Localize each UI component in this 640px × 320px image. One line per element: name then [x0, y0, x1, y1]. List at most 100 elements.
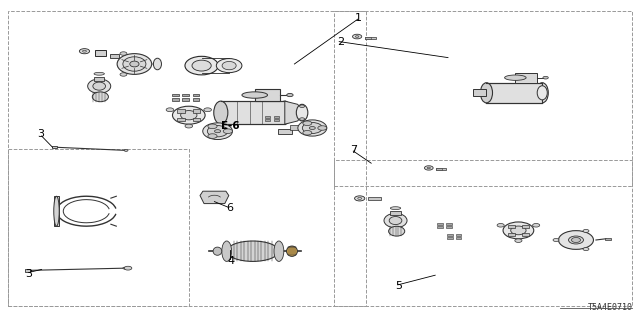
- Text: 6: 6: [226, 203, 233, 213]
- Circle shape: [532, 223, 540, 227]
- Bar: [334, 11, 632, 186]
- Polygon shape: [200, 191, 229, 204]
- Ellipse shape: [296, 104, 308, 121]
- Circle shape: [79, 49, 90, 54]
- Bar: [486, 83, 542, 103]
- Text: 3: 3: [37, 129, 44, 140]
- Ellipse shape: [94, 72, 104, 75]
- Ellipse shape: [481, 83, 493, 103]
- Polygon shape: [285, 101, 302, 124]
- Ellipse shape: [222, 61, 236, 70]
- Bar: [446, 223, 452, 225]
- Bar: [365, 36, 371, 39]
- Circle shape: [583, 229, 589, 232]
- Bar: [508, 225, 515, 228]
- Circle shape: [287, 93, 293, 97]
- Circle shape: [223, 129, 232, 133]
- Ellipse shape: [117, 54, 152, 74]
- Circle shape: [123, 267, 127, 269]
- Bar: [8, 149, 189, 306]
- Ellipse shape: [559, 231, 593, 249]
- Ellipse shape: [213, 247, 222, 255]
- Circle shape: [124, 266, 132, 270]
- Bar: [473, 90, 486, 96]
- Bar: [515, 73, 537, 83]
- Ellipse shape: [242, 92, 268, 98]
- Circle shape: [303, 131, 312, 135]
- Bar: [522, 225, 529, 228]
- Circle shape: [427, 167, 431, 169]
- Ellipse shape: [568, 236, 584, 244]
- Bar: [95, 50, 106, 56]
- Circle shape: [124, 149, 128, 151]
- Bar: [446, 226, 452, 228]
- Bar: [390, 211, 401, 215]
- Ellipse shape: [504, 75, 526, 80]
- Bar: [54, 196, 60, 226]
- Text: 5: 5: [395, 281, 402, 292]
- Ellipse shape: [93, 82, 106, 90]
- Ellipse shape: [216, 59, 242, 73]
- Bar: [265, 116, 270, 117]
- Ellipse shape: [274, 241, 284, 261]
- Bar: [172, 93, 179, 96]
- Bar: [273, 119, 279, 121]
- Ellipse shape: [173, 106, 205, 124]
- Bar: [182, 93, 189, 96]
- Ellipse shape: [389, 217, 402, 225]
- Ellipse shape: [203, 123, 232, 140]
- Ellipse shape: [227, 241, 278, 261]
- Circle shape: [300, 105, 305, 108]
- Bar: [447, 237, 452, 239]
- Circle shape: [204, 108, 211, 112]
- Bar: [290, 125, 300, 130]
- Ellipse shape: [222, 241, 232, 261]
- Circle shape: [355, 36, 359, 37]
- Circle shape: [318, 126, 327, 130]
- Ellipse shape: [572, 237, 580, 243]
- Circle shape: [120, 73, 127, 76]
- Circle shape: [309, 126, 316, 130]
- Ellipse shape: [207, 125, 228, 137]
- Circle shape: [208, 134, 217, 138]
- Text: 2: 2: [337, 36, 344, 47]
- Circle shape: [166, 108, 174, 112]
- Bar: [177, 118, 185, 121]
- Ellipse shape: [278, 101, 292, 124]
- Ellipse shape: [511, 226, 526, 235]
- Ellipse shape: [214, 101, 228, 124]
- Text: 4: 4: [227, 256, 234, 266]
- Ellipse shape: [123, 57, 146, 71]
- Ellipse shape: [388, 226, 404, 236]
- Circle shape: [208, 124, 217, 129]
- Circle shape: [424, 166, 433, 170]
- Bar: [193, 93, 200, 96]
- Bar: [8, 11, 366, 306]
- Text: 7: 7: [350, 145, 357, 156]
- Text: 1: 1: [355, 12, 362, 23]
- Ellipse shape: [536, 83, 548, 103]
- Ellipse shape: [92, 92, 108, 102]
- Text: T5A4E0710: T5A4E0710: [588, 303, 632, 312]
- Circle shape: [153, 62, 160, 66]
- Bar: [365, 36, 376, 39]
- Ellipse shape: [390, 207, 401, 210]
- Bar: [52, 146, 57, 148]
- Ellipse shape: [503, 222, 534, 239]
- Circle shape: [515, 239, 522, 243]
- Bar: [172, 98, 179, 101]
- Bar: [368, 197, 381, 200]
- Bar: [193, 98, 200, 101]
- Ellipse shape: [384, 213, 407, 228]
- Ellipse shape: [88, 79, 111, 93]
- Text: 3: 3: [26, 268, 33, 279]
- Ellipse shape: [180, 111, 197, 120]
- Ellipse shape: [302, 123, 323, 133]
- Bar: [334, 160, 632, 306]
- Ellipse shape: [154, 58, 161, 70]
- Ellipse shape: [130, 61, 139, 67]
- Bar: [255, 89, 280, 101]
- Bar: [110, 54, 119, 58]
- Bar: [437, 226, 443, 228]
- Bar: [436, 168, 446, 170]
